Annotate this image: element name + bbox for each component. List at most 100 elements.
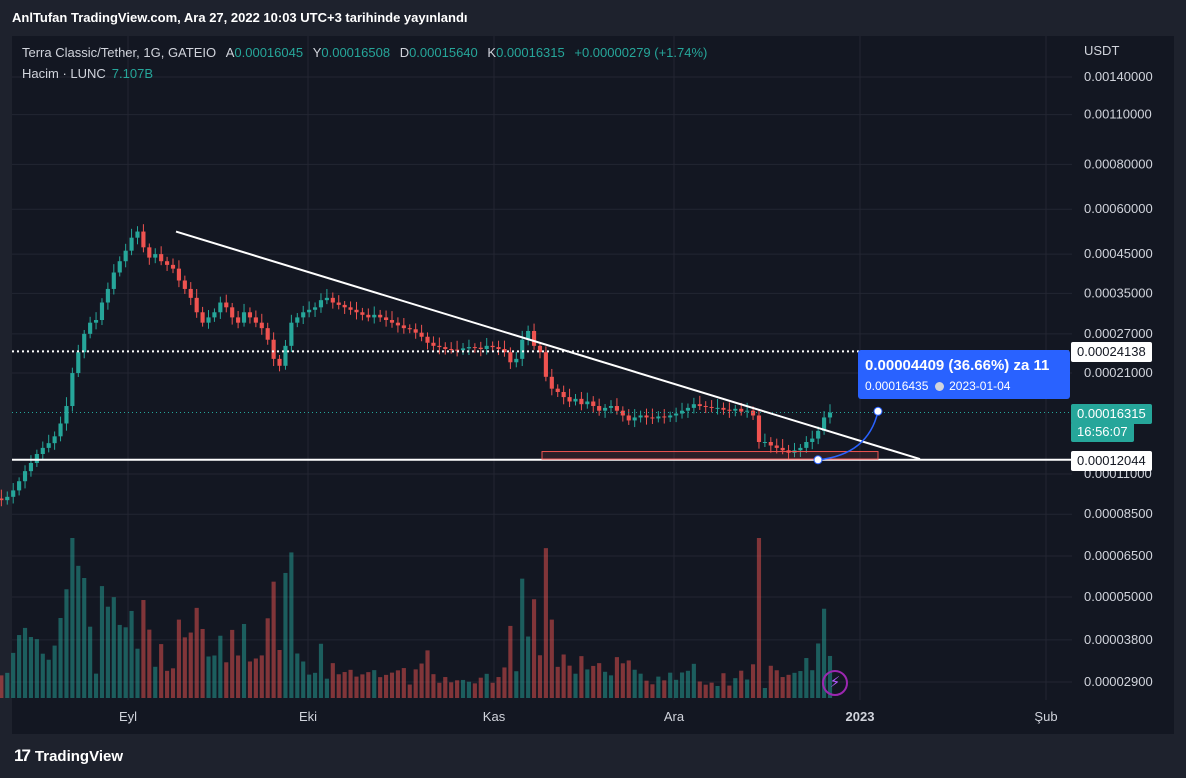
volume-bar bbox=[271, 581, 276, 698]
volume-bar bbox=[425, 650, 430, 698]
candle-body bbox=[153, 254, 158, 258]
volume-bar bbox=[822, 608, 827, 698]
tradingview-footer: 17 TradingView bbox=[14, 746, 123, 766]
volume-bar bbox=[330, 663, 335, 698]
volume-bar bbox=[230, 629, 235, 698]
price-tick-label: 0.00005000 bbox=[1084, 589, 1153, 604]
candle-body bbox=[632, 417, 637, 421]
lightning-icon[interactable]: ⚡ bbox=[822, 670, 848, 696]
time-tick-label: Eki bbox=[299, 709, 317, 724]
candle-body bbox=[531, 330, 537, 346]
volume-bar bbox=[502, 667, 507, 698]
candle-body bbox=[413, 329, 418, 333]
candle-body bbox=[703, 406, 708, 408]
volume-bar bbox=[135, 648, 140, 698]
volume-bar bbox=[674, 679, 679, 698]
volume-bar bbox=[632, 669, 637, 698]
volume-value: 7.107B bbox=[111, 66, 153, 81]
volume-bar bbox=[750, 664, 756, 698]
open-label: A bbox=[225, 45, 235, 60]
tradingview-logo: 17 bbox=[14, 746, 31, 765]
volume-bar bbox=[413, 669, 418, 698]
candle-body bbox=[608, 406, 614, 408]
demand-zone-box bbox=[541, 451, 879, 460]
volume-bar bbox=[200, 628, 205, 698]
volume-bar bbox=[608, 675, 614, 698]
volume-bar bbox=[389, 672, 395, 698]
volume-bar bbox=[318, 643, 324, 698]
candle-body bbox=[804, 441, 809, 448]
candle-body bbox=[389, 320, 395, 323]
volume-bar bbox=[277, 649, 282, 698]
candle-body bbox=[318, 300, 324, 308]
volume-bar bbox=[354, 676, 359, 698]
volume-bar bbox=[170, 668, 176, 698]
measure-target-price: 0.00016435 bbox=[865, 379, 929, 393]
volume-bar bbox=[111, 597, 116, 698]
volume-legend[interactable]: Hacim · LUNC 7.107B bbox=[22, 66, 153, 81]
candle-body bbox=[99, 302, 105, 321]
candle-body bbox=[780, 447, 785, 451]
close-label: K bbox=[487, 45, 497, 60]
candle-body bbox=[638, 415, 643, 418]
close-value: 0.00016315 bbox=[496, 45, 565, 60]
volume-bar bbox=[236, 655, 241, 698]
candle-body bbox=[739, 408, 744, 412]
candle-body bbox=[366, 314, 371, 318]
volume-bar bbox=[478, 677, 483, 698]
candle-body bbox=[111, 272, 116, 289]
candle-body bbox=[354, 309, 359, 313]
candle-body bbox=[543, 352, 548, 377]
volume-bar bbox=[11, 652, 16, 698]
projection-arrow bbox=[817, 411, 879, 461]
volume-bar bbox=[650, 684, 655, 698]
candle-body bbox=[827, 412, 833, 418]
volume-bar bbox=[460, 679, 466, 698]
volume-bar bbox=[626, 660, 631, 698]
candle-body bbox=[401, 325, 406, 329]
volume-bar bbox=[324, 678, 329, 698]
candle-body bbox=[93, 320, 99, 323]
candle-body bbox=[348, 307, 353, 310]
volume-bar bbox=[585, 669, 590, 698]
symbol-name[interactable]: Terra Classic/Tether, 1G, GATEIO bbox=[22, 45, 217, 60]
candle-body bbox=[159, 254, 164, 262]
volume-bar bbox=[52, 645, 57, 698]
price-tick-label: 0.00080000 bbox=[1084, 156, 1153, 171]
volume-bar bbox=[241, 623, 247, 698]
volume-bar bbox=[561, 654, 566, 698]
candle-body bbox=[697, 404, 702, 407]
volume-bar bbox=[348, 669, 353, 698]
candle-body bbox=[597, 406, 602, 411]
measure-tooltip[interactable]: 0.00004409 (36.66%) za 11 0.00016435 202… bbox=[858, 350, 1070, 399]
candle-body bbox=[259, 322, 264, 329]
high-label: Y bbox=[312, 45, 322, 60]
resistance-price-tag: 0.00024138 bbox=[1071, 342, 1152, 362]
candle-body bbox=[691, 404, 696, 408]
time-tick-label: Ara bbox=[664, 709, 685, 724]
volume-bar bbox=[99, 586, 105, 698]
volume-bar bbox=[253, 658, 258, 698]
candle-body bbox=[28, 462, 34, 472]
measure-change: 0.00004409 (36.66%) za 11 bbox=[865, 357, 1050, 374]
price-tick-label: 0.00003800 bbox=[1084, 632, 1153, 647]
volume-bar bbox=[656, 676, 661, 698]
volume-bar bbox=[555, 666, 560, 698]
candle-body bbox=[289, 322, 294, 346]
candle-body bbox=[170, 264, 176, 269]
volume-bar bbox=[312, 672, 318, 698]
volume-bar bbox=[484, 673, 489, 698]
volume-bar bbox=[679, 672, 685, 698]
candle-body bbox=[105, 288, 110, 303]
candle-body bbox=[496, 347, 501, 349]
candle-body bbox=[460, 348, 466, 351]
volume-bar bbox=[520, 578, 525, 698]
candle-body bbox=[591, 401, 596, 407]
symbol-legend[interactable]: Terra Classic/Tether, 1G, GATEIO A 0.0001… bbox=[22, 45, 707, 60]
volume-bar bbox=[206, 656, 211, 698]
volume-bar bbox=[419, 663, 424, 698]
candle-body bbox=[810, 438, 815, 442]
candle-body bbox=[372, 314, 377, 318]
candle-body bbox=[230, 307, 235, 318]
candle-body bbox=[656, 416, 661, 419]
